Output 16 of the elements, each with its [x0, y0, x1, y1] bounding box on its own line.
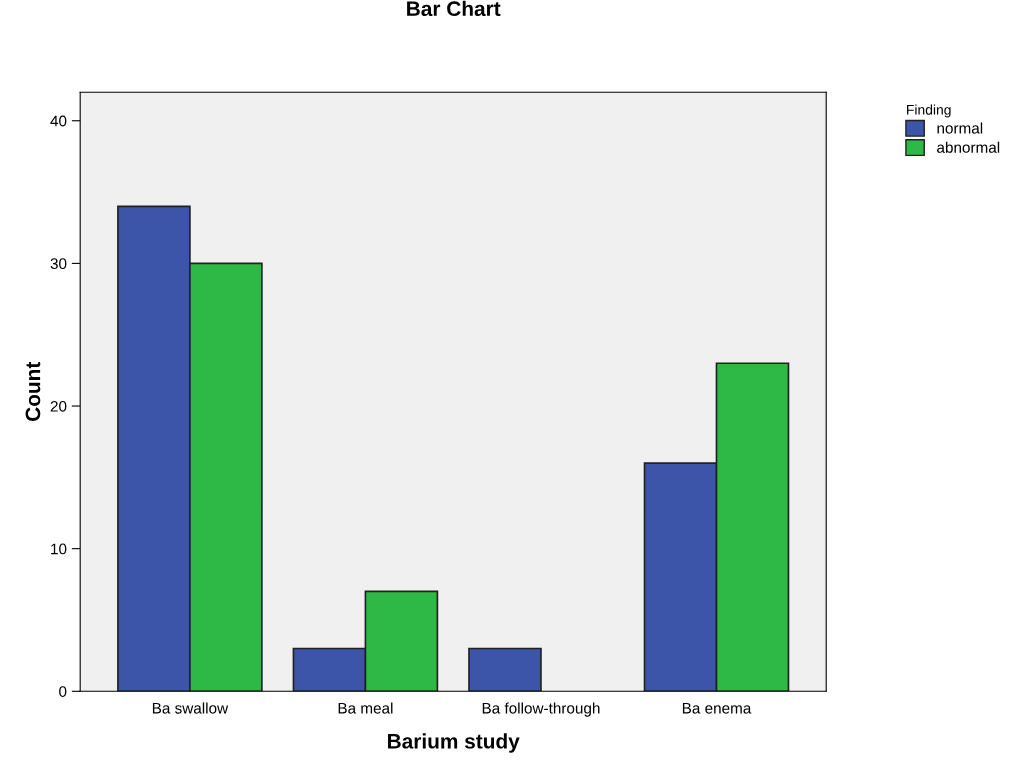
- legend-title: Finding: [907, 104, 951, 118]
- bar: [468, 647, 542, 692]
- y-axis-title: Count: [25, 361, 41, 421]
- legend-label: abnormal: [937, 141, 1000, 153]
- y-tick-label: 20: [50, 400, 67, 412]
- x-tick-label: Ba follow-through: [482, 702, 600, 717]
- legend-label: normal: [937, 122, 983, 134]
- chart-title: Bar Chart: [407, 0, 501, 17]
- y-tick-label: 10: [51, 543, 67, 555]
- x-tick-label: Ba swallow: [152, 702, 229, 714]
- y-tick-label: 0: [59, 686, 67, 697]
- x-tick-label: Ba enema: [682, 702, 752, 714]
- x-tick-label: Ba meal: [338, 702, 393, 714]
- y-tick-label: 30: [50, 258, 67, 270]
- x-axis-title: Barium study: [388, 733, 520, 753]
- y-tick-label: 40: [50, 115, 67, 127]
